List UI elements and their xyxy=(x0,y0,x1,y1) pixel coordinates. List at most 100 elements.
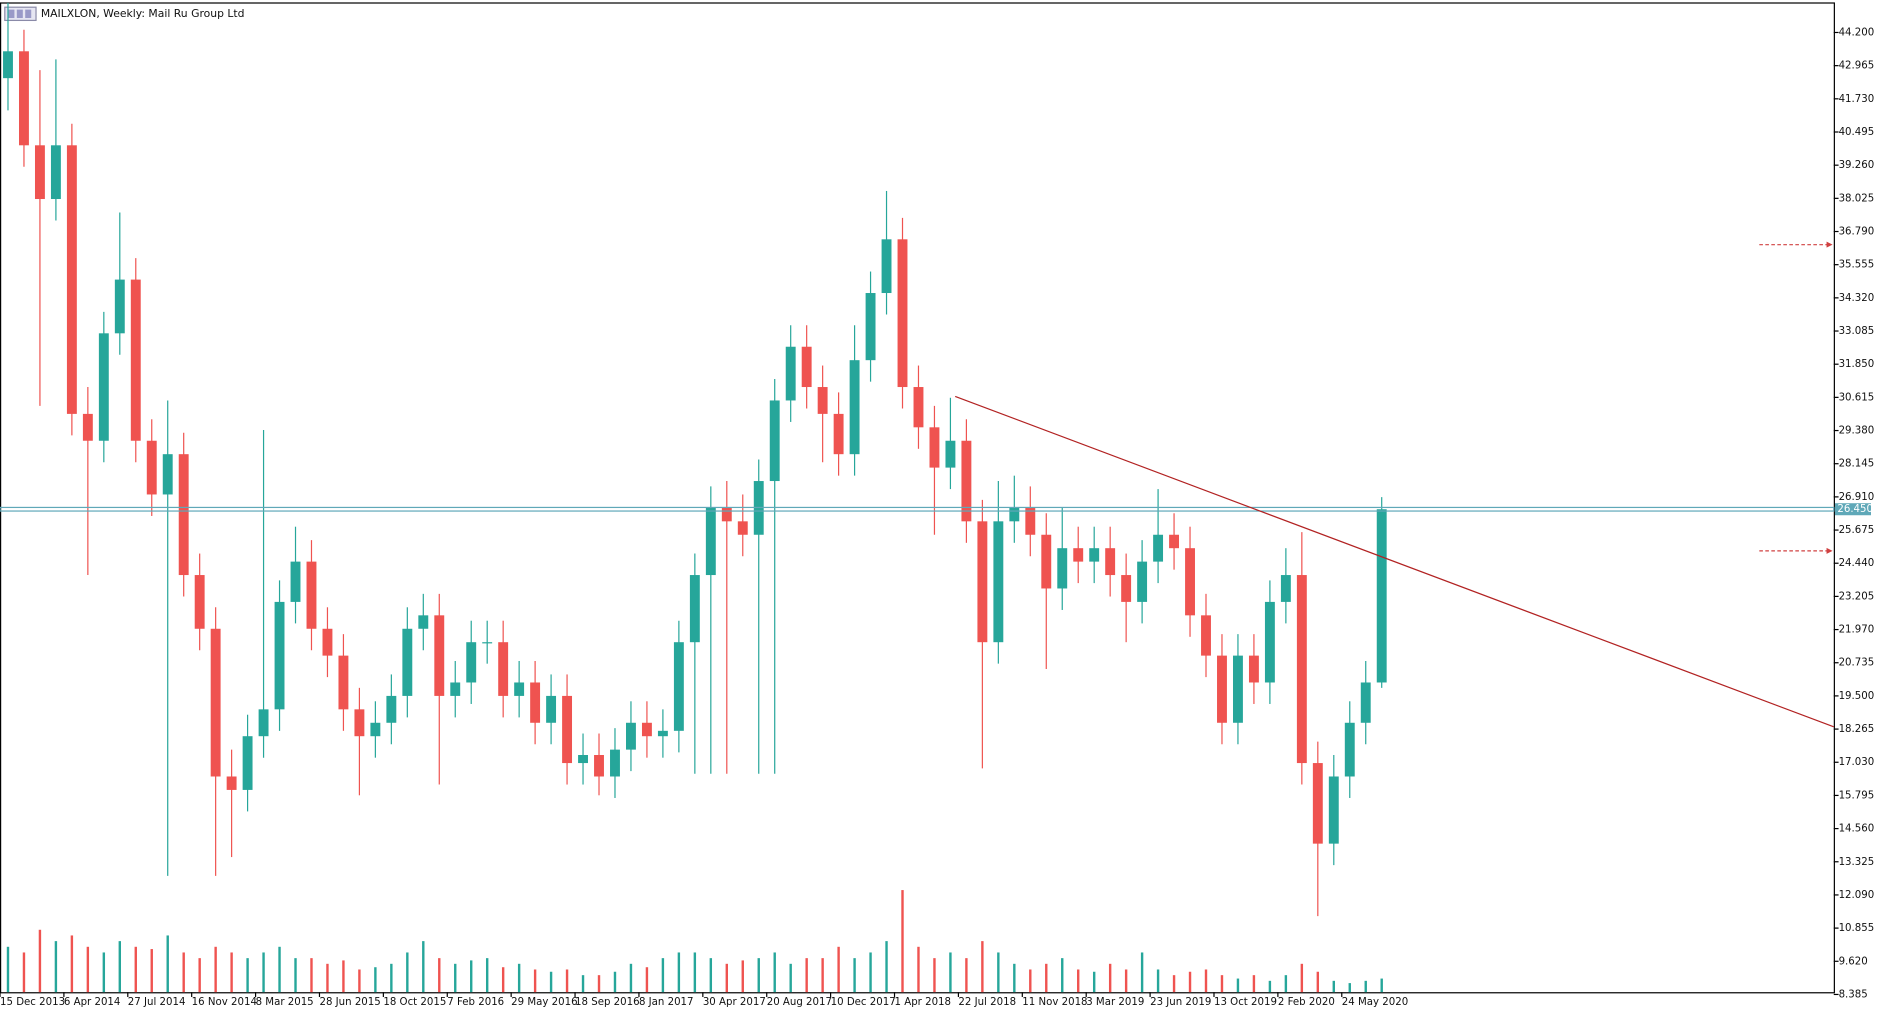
current-price-line xyxy=(0,506,1835,512)
volume-bar xyxy=(1124,969,1128,993)
x-tick-label: 7 Feb 2016 xyxy=(447,997,504,1008)
trendline xyxy=(955,395,1834,728)
volume-bar xyxy=(997,952,1000,993)
volume-bar xyxy=(789,963,792,993)
candle-body xyxy=(1344,722,1355,777)
volume-bar xyxy=(853,958,856,993)
volume-bar xyxy=(278,946,281,993)
alert-arrow xyxy=(1826,547,1833,554)
candle-body xyxy=(146,440,157,495)
candle-body xyxy=(1264,601,1275,683)
volume-bar xyxy=(150,949,153,993)
candle-body xyxy=(769,400,780,482)
candle-body xyxy=(386,695,397,723)
candle-body xyxy=(306,561,317,629)
volume-bar xyxy=(294,958,297,993)
y-tick-label: 17.030 xyxy=(1839,757,1875,768)
y-tick-label: 10.855 xyxy=(1839,923,1875,934)
volume-bar xyxy=(901,890,904,993)
candles xyxy=(3,2,1387,993)
volume-bar xyxy=(501,967,505,993)
y-tick-label: 24.440 xyxy=(1839,558,1875,569)
x-tick-label: 28 Jun 2015 xyxy=(319,997,380,1008)
y-tick-label: 15.795 xyxy=(1839,790,1875,801)
volume-bar xyxy=(757,958,760,993)
candle-body xyxy=(466,642,477,683)
volume-bar xyxy=(1236,978,1240,993)
candle-body xyxy=(833,413,844,455)
candle-body xyxy=(1312,763,1323,844)
volume-bar xyxy=(677,952,681,993)
volume-bar xyxy=(374,967,377,993)
candle-body xyxy=(34,145,45,200)
y-tick-label: 39.260 xyxy=(1839,160,1875,171)
volume-bar xyxy=(1029,969,1032,993)
volume-bar xyxy=(134,946,137,993)
x-tick-label: 6 Apr 2014 xyxy=(64,997,121,1008)
volume-bar xyxy=(1108,963,1112,993)
candle-body xyxy=(610,749,620,777)
candle-body xyxy=(514,682,525,696)
candle-body xyxy=(130,279,141,441)
x-tick-label: 24 May 2020 xyxy=(1342,997,1408,1008)
y-tick-label: 26.910 xyxy=(1839,492,1875,503)
volume-bar xyxy=(86,946,90,993)
candle-body xyxy=(1232,655,1243,723)
candle-body xyxy=(849,360,860,455)
volume-bar xyxy=(1061,958,1064,993)
current-price-label: 26.450 xyxy=(1837,504,1873,515)
candle-body xyxy=(1009,507,1020,522)
x-tick-label: 20 Aug 2017 xyxy=(767,997,832,1008)
candle-body xyxy=(1296,575,1307,764)
volume-bar xyxy=(709,958,713,993)
volume-bar xyxy=(581,975,585,993)
candle-body xyxy=(737,521,748,535)
volume-bar xyxy=(1284,975,1288,993)
x-tick-label: 13 Oct 2019 xyxy=(1214,997,1277,1008)
volume-bar xyxy=(613,971,617,993)
volume-bar xyxy=(965,958,968,993)
candle-body xyxy=(450,682,461,696)
candle-body xyxy=(498,642,509,696)
candle-body xyxy=(402,628,413,696)
volume-bar xyxy=(725,963,728,993)
candle-body xyxy=(961,440,972,522)
candle-body xyxy=(578,755,588,764)
volume-bar xyxy=(454,963,457,993)
volume-bar xyxy=(869,952,872,993)
volume-bar xyxy=(1188,971,1192,993)
x-tick-label: 15 Dec 2013 xyxy=(0,997,65,1008)
candle-body xyxy=(482,642,493,644)
candle-body xyxy=(338,655,349,710)
y-tick-label: 21.970 xyxy=(1839,625,1875,636)
y-tick-label: 30.615 xyxy=(1839,392,1875,403)
y-tick-label: 13.325 xyxy=(1839,857,1875,868)
candle-body xyxy=(418,615,429,629)
x-tick-label: 30 Apr 2017 xyxy=(703,997,766,1008)
x-tick-label: 16 Nov 2014 xyxy=(192,997,257,1008)
volume-bar xyxy=(38,929,42,993)
volume-bar xyxy=(805,958,808,993)
volume-bar xyxy=(438,958,441,993)
volume-bar xyxy=(885,941,888,993)
candle-body xyxy=(1376,509,1387,683)
candle-body xyxy=(1041,534,1052,589)
candle-body xyxy=(1185,548,1195,616)
volume-bar xyxy=(1045,963,1048,993)
y-tick-label: 35.555 xyxy=(1839,260,1875,271)
volume-bar xyxy=(358,969,361,993)
volume-bar xyxy=(6,946,10,993)
candle-body xyxy=(258,709,269,737)
y-tick-label: 23.205 xyxy=(1839,591,1875,602)
x-tick-label: 1 Apr 2018 xyxy=(895,997,952,1008)
y-tick-label: 40.495 xyxy=(1839,127,1875,138)
candle-body xyxy=(881,239,892,294)
volume-bar xyxy=(533,969,537,993)
y-tick-label: 19.500 xyxy=(1839,691,1875,702)
volume-bar xyxy=(1204,969,1208,993)
y-tick-label: 34.320 xyxy=(1839,293,1875,304)
y-tick-label: 38.025 xyxy=(1839,193,1875,204)
candle-body xyxy=(1105,548,1116,576)
volume-bar xyxy=(773,952,776,993)
